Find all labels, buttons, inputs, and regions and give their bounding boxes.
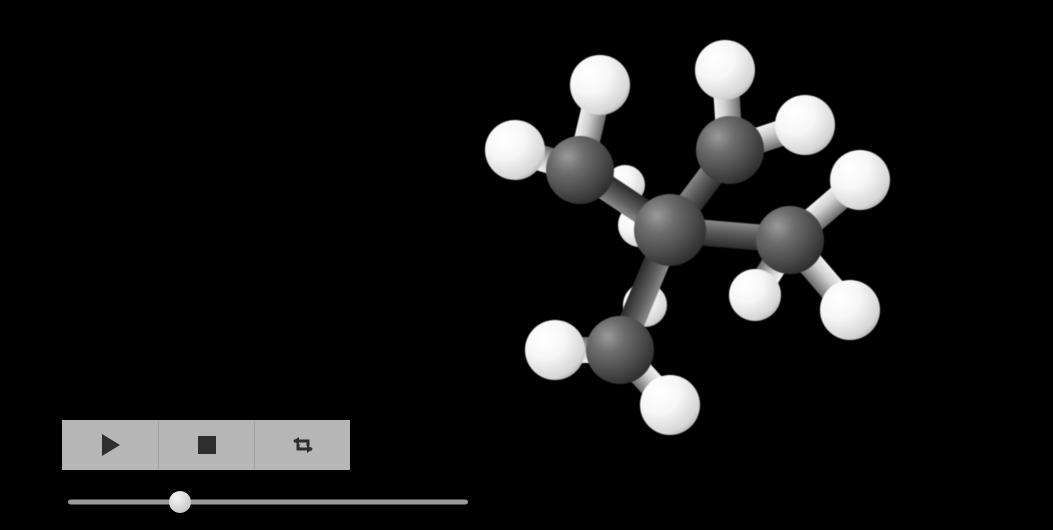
hydrogen-atom (830, 150, 890, 210)
carbon-atom (586, 316, 654, 384)
carbon-atom (634, 194, 706, 266)
hydrogen-atom (695, 40, 755, 100)
loop-button[interactable] (254, 420, 350, 470)
play-icon (100, 434, 120, 456)
loop-icon (290, 435, 316, 455)
hydrogen-atom (640, 375, 700, 435)
carbon-atom (756, 206, 824, 274)
hydrogen-atom (820, 280, 880, 340)
carbon-atom (696, 116, 764, 184)
timeline-slider[interactable] (68, 490, 468, 514)
stop-icon (198, 436, 216, 454)
hydrogen-atom (570, 55, 630, 115)
hydrogen-atom (775, 95, 835, 155)
hydrogen-atom (525, 320, 585, 380)
slider-track (68, 500, 468, 505)
playback-controls (62, 420, 350, 470)
slider-thumb[interactable] (169, 491, 191, 513)
stop-button[interactable] (158, 420, 254, 470)
molecule-render (420, 30, 940, 450)
play-button[interactable] (62, 420, 158, 470)
hydrogen-atom (485, 120, 545, 180)
carbon-atom (546, 136, 614, 204)
hydrogen-atom (729, 269, 781, 321)
